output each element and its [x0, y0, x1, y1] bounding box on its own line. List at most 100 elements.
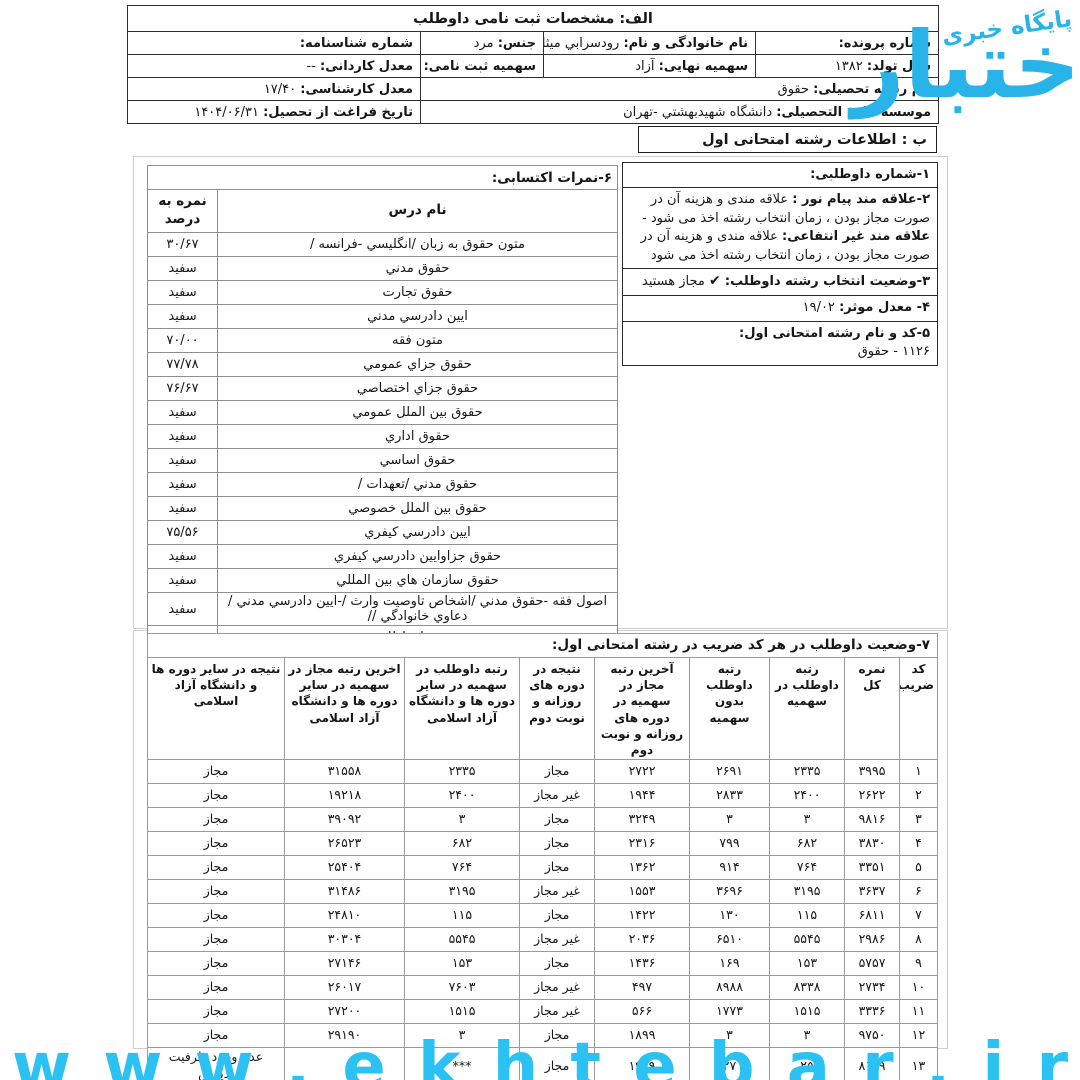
rank-in-quota-cell: ۲۵ — [769, 1047, 845, 1080]
result-day-cell: غیر مجاز — [519, 879, 595, 905]
rank-other-programs-cell: *** — [404, 1047, 520, 1080]
result-other-cell: مجاز — [146, 951, 286, 977]
result-day-cell: مجاز — [519, 807, 595, 833]
score-cell: سفید — [147, 544, 218, 569]
coef-code-cell: ۱۱ — [899, 999, 938, 1025]
coef-row: ۲ ۲۶۲۲ ۲۴۰۰ ۲۸۳۳ ۱۹۴۴ غیر مجاز ۲۴۰۰ ۱۹۲۱… — [146, 783, 938, 809]
rank-other-programs-cell: ۷۶۴ — [404, 855, 520, 881]
selection-status-label: ۳-وضعیت انتخاب رشته داوطلب: — [724, 274, 930, 290]
table-row: نام رشته تحصیلی: حقوق معدل کارشناسی: ۱۷/… — [126, 77, 939, 101]
score-cell: ۳۰/۶۷ — [147, 232, 218, 257]
coef-status-table: ۷-وضعیت داوطلب در هر کد ضریب در رشته امت… — [146, 633, 939, 1080]
score-cell: سفید — [147, 424, 218, 449]
grades-row: متون حقوق به زبان /انگليسي -فرانسه / ۳۰/… — [147, 232, 618, 257]
coef-code-cell: ۹ — [899, 951, 938, 977]
last-allowed-rank-day-cell: ۵۶۶ — [594, 999, 690, 1025]
result-day-cell: غیر مجاز — [519, 975, 595, 1001]
coef-table-title: ۷-وضعیت داوطلب در هر کد ضریب در رشته امت… — [146, 633, 939, 658]
rank-other-programs-cell: ۱۵۳ — [404, 951, 520, 977]
assoc-gpa-cell: معدل کاردانی: -- — [126, 54, 422, 78]
interest-note-row: ۲-علاقه مند پیام نور : علاقه مندی و هزین… — [623, 188, 937, 270]
course-name-cell: حقوق بين الملل خصوصي — [217, 496, 618, 521]
total-score-cell: ۳۳۵۱ — [844, 855, 900, 881]
grades-row: متون فقه ۷۰/۰۰ — [147, 328, 618, 353]
last-allowed-rank-day-cell: ۱۳۶۲ — [594, 855, 690, 881]
result-day-cell: مجاز — [519, 903, 595, 929]
course-name-cell: حقوق جزاي عمومي — [217, 352, 618, 377]
last-allowed-rank-other-cell: ۱۹۲۱۸ — [284, 783, 405, 809]
course-name-cell: حقوق اداري — [217, 424, 618, 449]
result-day-cell: مجاز — [519, 759, 595, 785]
total-score-cell: ۳۹۹۵ — [844, 759, 900, 785]
score-cell: ۷۶/۶۷ — [147, 376, 218, 401]
result-day-header: نتیجه در دوره های روزانه و نوبت دوم — [519, 656, 595, 761]
grades-row: حقوق جزاي اختصاصي ۷۶/۶۷ — [147, 376, 618, 401]
last-allowed-rank-day-cell: ۲۷۲۲ — [594, 759, 690, 785]
rank-other-programs-cell: ۳ — [404, 1023, 520, 1049]
last-allowed-rank-other-cell: ۲۶۰۱۷ — [284, 975, 405, 1001]
grades-row: حقوق جزاوايين دادرسي كيفري سفید — [147, 544, 618, 569]
coef-code-cell: ۵ — [899, 855, 938, 881]
major-value: حقوق — [777, 81, 810, 97]
grades-table: ۶-نمرات اکتسابی: نام درس نمره به درصد مت… — [147, 165, 618, 650]
last-allowed-rank-other-cell — [284, 1047, 405, 1080]
coef-header-row: کد ضریب نمره کل رتبه داوطلب در سهمیه رتب… — [146, 656, 938, 761]
result-other-cell: مجاز — [146, 927, 286, 953]
course-name-cell: حقوق بين الملل عمومي — [217, 400, 618, 425]
last-allowed-rank-other-header: اخرین رتبه مجاز در سهمیه در سایر دوره ها… — [284, 656, 405, 761]
grades-row: حقوق اساسي سفید — [147, 448, 618, 473]
coef-code-cell: ۳ — [899, 807, 938, 833]
registration-title-row: الف: مشخصات ثبت نامی داوطلب — [126, 5, 940, 32]
grades-row: حقوق تجارت سفید — [147, 280, 618, 305]
course-name-header: نام درس — [217, 189, 618, 233]
rank-in-quota-cell: ۳ — [769, 1023, 845, 1049]
college-label: موسسه فارغ التحصیلی: — [776, 104, 931, 120]
coef-code-cell: ۱۲ — [899, 1023, 938, 1049]
file-no-cell: شماره پرونده: — [755, 31, 939, 55]
table-row: سال تولد: ۱۳۸۲ سهمیه نهایی: آزاد سهمیه ث… — [126, 54, 939, 78]
result-day-cell: غیر مجاز — [519, 999, 595, 1025]
rank-other-programs-cell: ۳۱۹۵ — [404, 879, 520, 905]
assoc-gpa-label: معدل کاردانی: — [320, 58, 413, 74]
score-cell: سفید — [147, 400, 218, 425]
total-score-cell: ۹۷۵۰ — [844, 1023, 900, 1049]
grades-row: حقوق جزاي عمومي ۷۷/۷۸ — [147, 352, 618, 377]
result-other-cell: مجاز — [146, 999, 286, 1025]
rank-no-quota-cell: ۷۹۹ — [689, 831, 770, 857]
rank-in-quota-cell: ۲۳۳۵ — [769, 759, 845, 785]
last-allowed-rank-day-cell: ۲۳۱۶ — [594, 831, 690, 857]
selection-status-row: ۳-وضعیت انتخاب رشته داوطلب: ✔ مجاز هستید — [623, 269, 937, 297]
bsc-gpa-value: ۱۷/۴۰ — [263, 81, 297, 97]
coef-code-header: کد ضریب — [899, 656, 938, 761]
coef-row: ۷ ۶۸۱۱ ۱۱۵ ۱۳۰ ۱۴۲۲ مجاز ۱۱۵ ۲۴۸۱۰ مجاز — [146, 903, 938, 929]
registration-table: الف: مشخصات ثبت نامی داوطلب شماره پرونده… — [126, 5, 940, 124]
rank-in-quota-cell: ۶۸۲ — [769, 831, 845, 857]
last-allowed-rank-other-cell: ۲۶۵۲۳ — [284, 831, 405, 857]
last-allowed-rank-other-cell: ۳۱۴۸۶ — [284, 879, 405, 905]
candidate-number-row: ۱-شماره داوطلبی: — [623, 163, 937, 189]
rank-no-quota-cell: ۲۶۹۱ — [689, 759, 770, 785]
result-other-cell: مجاز — [146, 831, 286, 857]
payamnoor-interest-label: ۲-علاقه مند پیام نور : — [792, 192, 930, 208]
rank-other-programs-cell: ۳ — [404, 807, 520, 833]
first-field-code-value: ۱۱۲۶ - حقوق — [857, 344, 930, 360]
birth-value: ۱۳۸۲ — [834, 58, 863, 74]
rank-no-quota-cell: ۱۷۷۳ — [689, 999, 770, 1025]
grades-title: ۶-نمرات اکتسابی: — [147, 165, 618, 190]
last-allowed-rank-other-cell: ۲۹۱۹۰ — [284, 1023, 405, 1049]
table-row: شماره پرونده: نام خانوادگی و نام: رودسرا… — [126, 31, 939, 55]
result-other-cell: عدم وجود ظرفیت پذیرش — [146, 1047, 286, 1080]
coef-code-cell: ۴ — [899, 831, 938, 857]
gender-label: جنس: — [497, 35, 536, 51]
grades-title-row: ۶-نمرات اکتسابی: — [147, 165, 618, 190]
coef-table-body: ۱ ۳۹۹۵ ۲۳۳۵ ۲۶۹۱ ۲۷۲۲ مجاز ۲۳۳۵ ۳۱۵۵۸ مج… — [146, 759, 938, 1080]
name-label: نام خانوادگی و نام: — [623, 35, 748, 51]
coef-code-cell: ۲ — [899, 783, 938, 809]
gender-value: مرد — [473, 35, 494, 51]
file-no-label: شماره پرونده: — [838, 35, 931, 51]
grades-row: حقوق بين الملل عمومي سفید — [147, 400, 618, 425]
score-cell: سفید — [147, 448, 218, 473]
coef-row: ۹ ۵۷۵۷ ۱۵۳ ۱۶۹ ۱۴۳۶ مجاز ۱۵۳ ۲۷۱۴۶ مجاز — [146, 951, 938, 977]
rank-in-quota-cell: ۱۱۵ — [769, 903, 845, 929]
